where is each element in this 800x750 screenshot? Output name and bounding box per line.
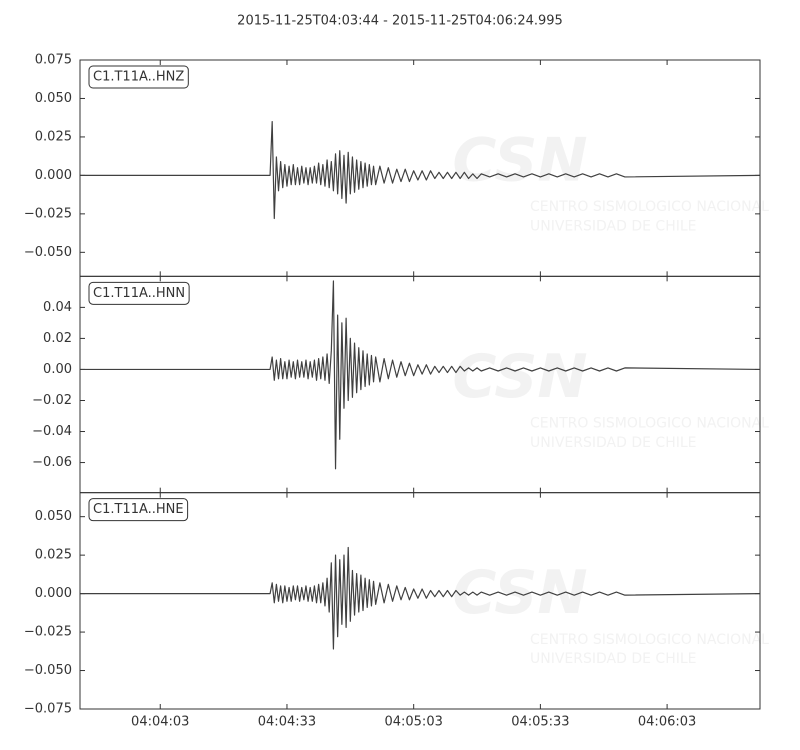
- trace-label-text: C1.T11A..HNE: [93, 502, 184, 517]
- y-tick-label: 0.025: [35, 548, 72, 563]
- chart-title: 2015-11-25T04:03:44 - 2015-11-25T04:06:2…: [237, 14, 563, 29]
- y-tick-label: −0.025: [24, 206, 72, 221]
- y-tick-label: −0.050: [24, 663, 72, 678]
- watermark-line: UNIVERSIDAD DE CHILE: [530, 435, 697, 451]
- y-tick-label: −0.025: [24, 625, 72, 640]
- y-tick-label: −0.075: [24, 702, 72, 717]
- trace-line: [80, 546, 761, 650]
- trace-line: [80, 280, 761, 470]
- trace-label: C1.T11A..HNE: [88, 498, 189, 522]
- watermark-logo: CSN: [452, 125, 587, 195]
- watermark-logo: CSN: [452, 342, 587, 412]
- trace-label: C1.T11A..HNN: [88, 281, 190, 305]
- y-tick-label: 0.075: [35, 53, 72, 68]
- y-tick-label: 0.050: [35, 509, 72, 524]
- watermark-line: CENTRO SISMOLOGICO NACIONAL: [530, 199, 769, 215]
- panel-frame: [79, 492, 761, 710]
- trace-label-text: C1.T11A..HNN: [93, 286, 185, 301]
- trace-label-box: [88, 281, 190, 305]
- x-tick-label: 04:05:33: [511, 715, 569, 730]
- y-tick-label: 0.04: [43, 300, 72, 315]
- y-tick-label: 0.025: [35, 129, 72, 144]
- trace-line: [80, 120, 761, 220]
- trace-label-box: [88, 498, 189, 522]
- y-tick-label: 0.000: [35, 586, 72, 601]
- y-tick-label: 0.050: [35, 91, 72, 106]
- y-tick-label: −0.04: [32, 424, 72, 439]
- watermark-line: CENTRO SISMOLOGICO NACIONAL: [530, 415, 769, 431]
- y-tick-label: −0.06: [32, 455, 72, 470]
- x-tick-label: 04:04:33: [258, 715, 316, 730]
- watermark-line: UNIVERSIDAD DE CHILE: [530, 651, 697, 667]
- trace-label: C1.T11A..HNZ: [88, 65, 189, 89]
- x-tick-label: 04:05:03: [384, 715, 442, 730]
- trace-label-box: [88, 65, 189, 89]
- x-tick-label: 04:04:03: [131, 715, 189, 730]
- y-tick-label: 0.02: [43, 331, 72, 346]
- y-tick-label: 0.000: [35, 168, 72, 183]
- trace-label-text: C1.T11A..HNZ: [93, 70, 184, 85]
- y-tick-label: 0.00: [43, 362, 72, 377]
- x-tick-label: 04:06:03: [638, 715, 696, 730]
- y-tick-label: −0.050: [24, 245, 72, 260]
- y-tick-label: −0.02: [32, 393, 72, 408]
- watermark-line: CENTRO SISMOLOGICO NACIONAL: [530, 632, 769, 648]
- watermark-line: UNIVERSIDAD DE CHILE: [530, 219, 697, 235]
